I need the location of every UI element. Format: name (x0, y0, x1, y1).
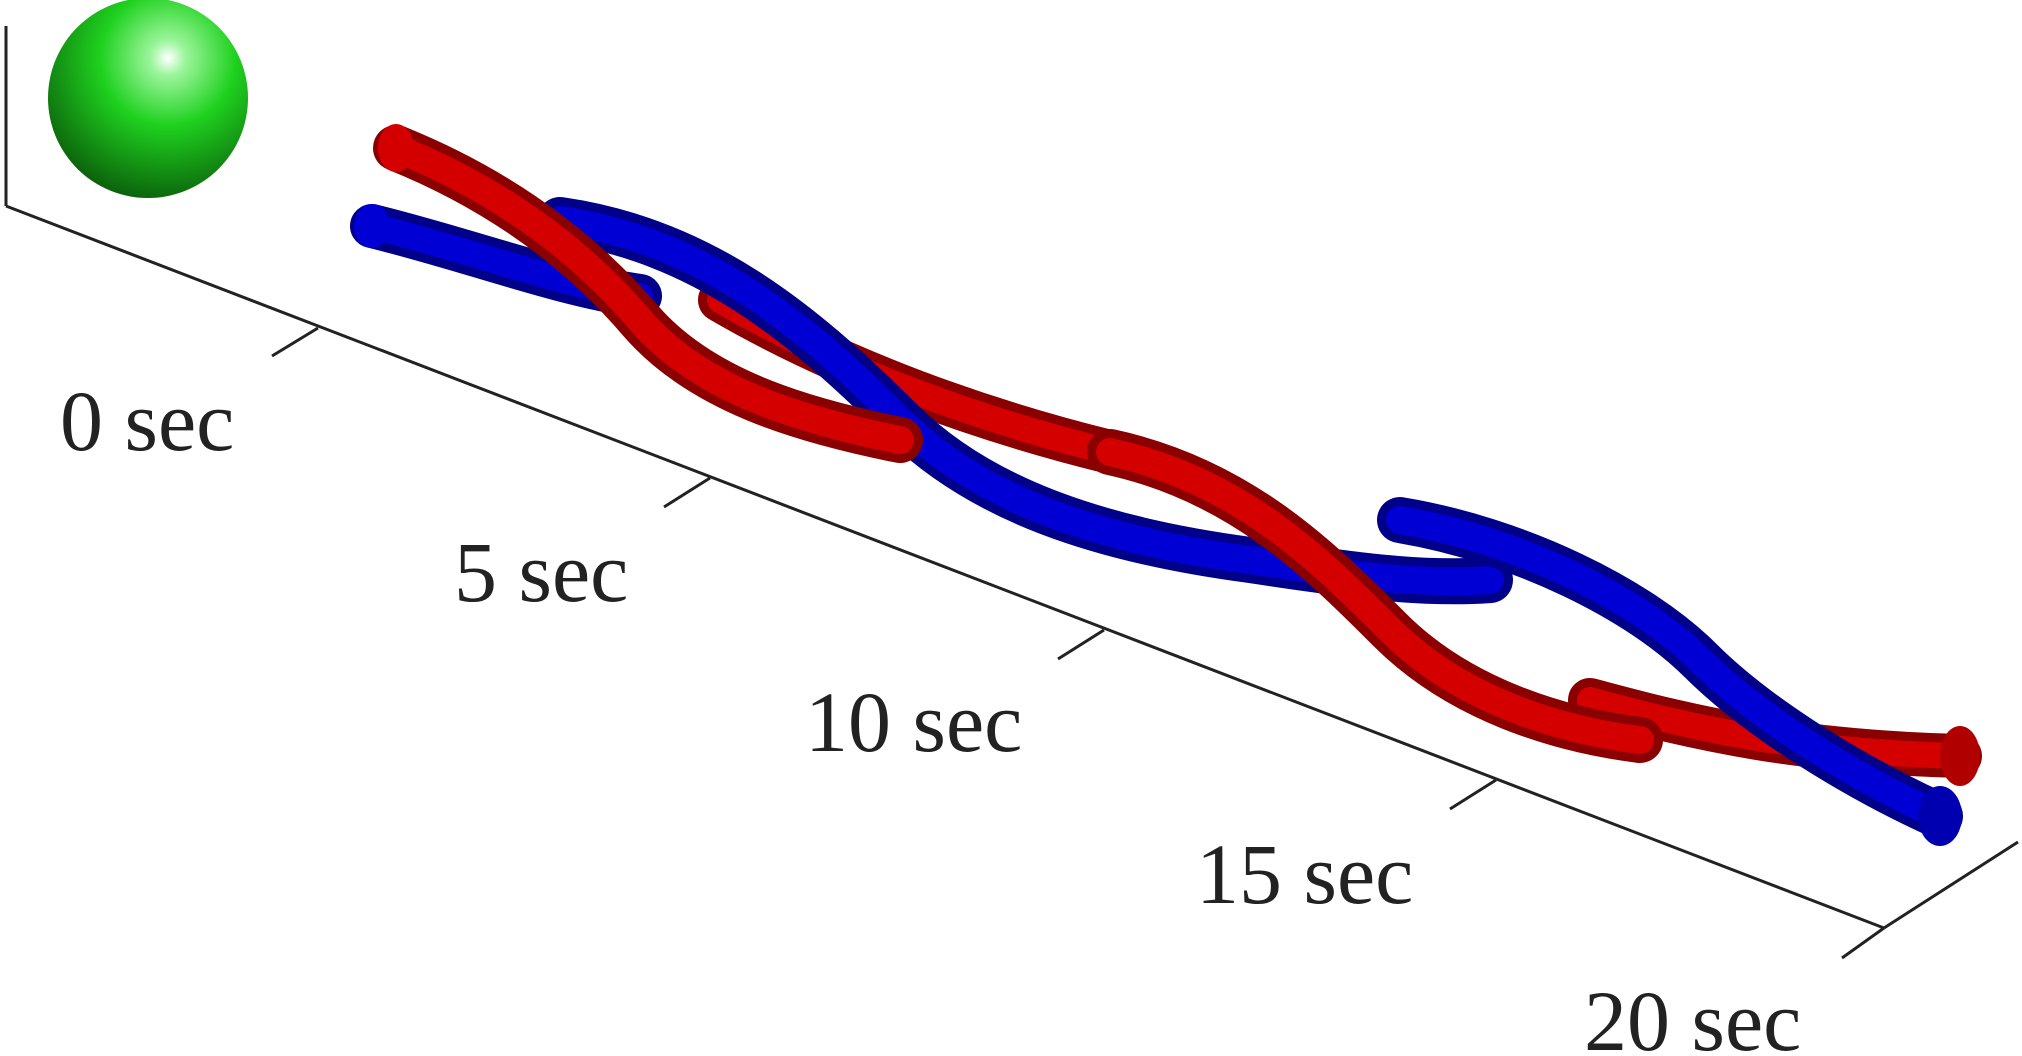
green-sphere (48, 0, 248, 198)
blue-strand-front-2-hi (1386, 506, 1954, 830)
tick-mark-5 (663, 476, 711, 509)
red-strand-end-cap (1940, 726, 1980, 786)
time-axis-line (5, 204, 1885, 930)
tick-label-10: 10 sec (805, 674, 1022, 770)
tick-mark-0 (271, 326, 319, 358)
tick-mark-20 (1841, 926, 1885, 960)
blue-strand-start-cap (354, 204, 390, 248)
depth-axis-line (1883, 840, 2019, 930)
tick-label-15: 15 sec (1196, 826, 1413, 922)
red-strand-front-1-hi (382, 134, 914, 454)
tick-label-0: 0 sec (60, 373, 234, 469)
red-strand-back-2-hi (1577, 687, 1973, 769)
red-strand-start-cap (378, 124, 414, 172)
tick-mark-15 (1449, 778, 1497, 811)
blue-strand-end-cap (1918, 786, 1962, 846)
tick-mark-10 (1057, 628, 1105, 661)
braid (350, 124, 1982, 846)
red-strand-front-2-hi (1096, 438, 1654, 754)
tick-label-20: 20 sec (1584, 973, 1801, 1056)
tick-label-5: 5 sec (454, 524, 628, 620)
